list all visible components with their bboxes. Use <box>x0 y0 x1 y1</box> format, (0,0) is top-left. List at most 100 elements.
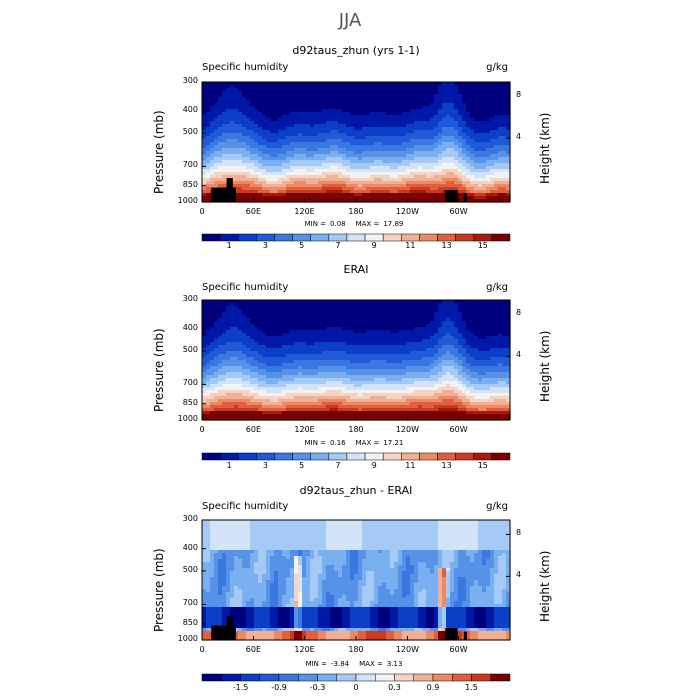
field-cell <box>202 369 207 373</box>
field-cell <box>234 354 239 358</box>
field-cell <box>478 303 483 307</box>
field-cell <box>370 306 375 310</box>
field-cell <box>418 154 423 158</box>
field-cell <box>230 345 235 349</box>
field-cell <box>390 127 395 131</box>
field-cell <box>254 363 259 367</box>
field-cell <box>354 88 359 92</box>
field-cell <box>298 82 303 86</box>
field-cell <box>430 184 435 188</box>
field-cell <box>378 199 383 203</box>
field-cell <box>278 327 283 331</box>
field-cell <box>490 184 495 188</box>
field-cell <box>322 139 327 143</box>
field-cell <box>482 345 487 349</box>
field-cell <box>242 103 247 107</box>
field-cell <box>374 106 379 110</box>
field-cell <box>314 157 319 161</box>
field-cell <box>474 187 479 191</box>
field-cell <box>470 193 475 197</box>
field-cell <box>290 124 295 128</box>
field-cell <box>494 196 499 200</box>
field-cell <box>442 163 447 167</box>
field-cell <box>418 324 423 328</box>
field-cell <box>474 330 479 334</box>
field-cell <box>378 187 383 191</box>
field-cell <box>418 199 423 203</box>
field-cell <box>402 321 407 325</box>
field-cell <box>334 88 339 92</box>
field-cell <box>390 139 395 143</box>
field-cell <box>346 172 351 176</box>
field-cell <box>478 330 483 334</box>
field-cell <box>206 309 211 313</box>
field-cell <box>302 321 307 325</box>
field-cell <box>470 163 475 167</box>
field-cell <box>490 318 495 322</box>
field-cell <box>486 145 491 149</box>
field-cell <box>358 103 363 107</box>
field-cell <box>306 139 311 143</box>
field-cell <box>350 160 355 164</box>
field-cell <box>446 109 451 113</box>
field-cell <box>210 309 215 313</box>
field-cell <box>462 351 467 355</box>
field-cell <box>430 85 435 89</box>
field-cell <box>422 172 427 176</box>
field-cell <box>226 121 231 125</box>
field-cell <box>222 342 227 346</box>
field-cell <box>426 118 431 122</box>
field-cell <box>474 94 479 98</box>
field-cell <box>234 94 239 98</box>
field-cell <box>338 172 343 176</box>
field-cell <box>298 178 303 182</box>
field-cell <box>202 187 207 191</box>
field-cell <box>234 199 239 203</box>
field-cell <box>458 196 463 200</box>
field-cell <box>374 145 379 149</box>
field-cell <box>414 82 419 86</box>
field-cell <box>478 369 483 373</box>
field-cell <box>338 115 343 119</box>
field-cell <box>266 97 271 101</box>
field-cell <box>214 309 219 313</box>
field-cell <box>342 333 347 337</box>
field-cell <box>418 148 423 152</box>
field-cell <box>226 169 231 173</box>
field-cell <box>450 127 455 131</box>
field-cell <box>322 160 327 164</box>
field-cell <box>222 169 227 173</box>
field-cell <box>438 103 443 107</box>
field-cell <box>414 115 419 119</box>
field-cell <box>314 315 319 319</box>
field-cell <box>370 91 375 95</box>
field-cell <box>458 306 463 310</box>
field-cell <box>506 163 511 167</box>
field-cell <box>474 351 479 355</box>
field-cell <box>286 169 291 173</box>
field-cell <box>494 127 499 131</box>
field-cell <box>210 321 215 325</box>
field-cell <box>290 351 295 355</box>
field-cell <box>426 151 431 155</box>
field-cell <box>350 193 355 197</box>
field-cell <box>346 124 351 128</box>
field-cell <box>374 172 379 176</box>
field-cell <box>366 166 371 170</box>
field-cell <box>502 91 507 95</box>
field-cell <box>386 106 391 110</box>
field-cell <box>330 348 335 352</box>
field-cell <box>346 181 351 185</box>
field-cell <box>246 136 251 140</box>
field-cell <box>398 127 403 131</box>
field-cell <box>466 318 471 322</box>
field-cell <box>338 94 343 98</box>
field-cell <box>262 366 267 370</box>
field-cell <box>222 115 227 119</box>
field-cell <box>306 127 311 131</box>
field-cell <box>202 172 207 176</box>
field-cell <box>394 172 399 176</box>
field-cell <box>470 136 475 140</box>
field-cell <box>494 345 499 349</box>
field-cell <box>354 103 359 107</box>
